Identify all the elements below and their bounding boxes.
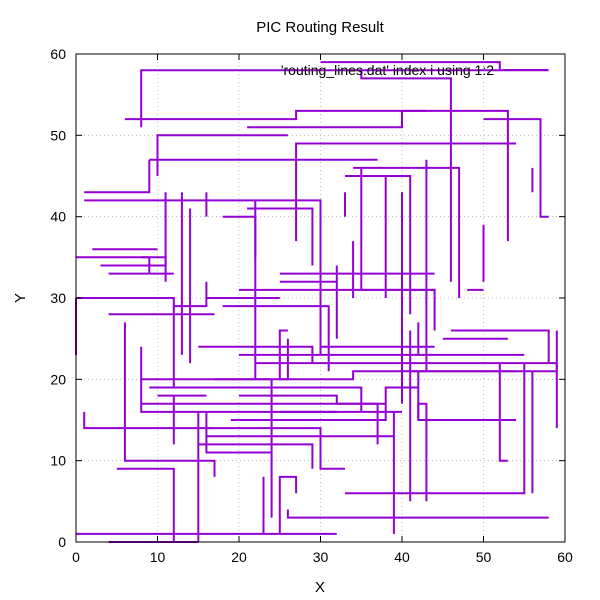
y-axis-label: Y: [12, 293, 29, 303]
routing-line: [206, 427, 345, 470]
x-axis-label: X: [315, 579, 325, 596]
x-tick-label: 40: [394, 549, 410, 565]
routing-line: [156, 134, 288, 176]
routing-line: [84, 199, 322, 355]
legend: 'routing_lines.dat' index i using 1:2: [281, 62, 547, 78]
routing-line: [205, 411, 272, 454]
routing-line: [247, 207, 314, 266]
routing-line: [450, 329, 550, 364]
routing-line: [247, 109, 427, 129]
routing-line: [417, 371, 517, 421]
y-tick-label: 50: [50, 127, 66, 143]
routing-line: [198, 443, 314, 469]
y-tick-label: 0: [58, 534, 66, 550]
x-tick-label: 20: [231, 549, 247, 565]
ticks: 0 10 20 30 40 50 60 0 10 20 30 40 50 60: [50, 46, 573, 565]
routing-line: [141, 402, 379, 445]
y-tick-label: 10: [50, 453, 66, 469]
x-tick-label: 0: [72, 549, 80, 565]
y-tick-label: 30: [50, 290, 66, 306]
routing-line: [417, 402, 428, 502]
y-tick-label: 40: [50, 209, 66, 225]
routing-line: [320, 61, 501, 71]
routing-line: [345, 363, 526, 495]
routing-line: [524, 330, 558, 373]
y-tick-label: 20: [50, 371, 66, 387]
routing-line: [141, 378, 273, 404]
routing-line: [360, 70, 452, 282]
routing-line: [392, 410, 402, 534]
routing-line: [360, 167, 436, 331]
routing-line: [483, 118, 549, 218]
chart-title: PIC Routing Result: [256, 19, 384, 36]
routing-line: [190, 281, 208, 308]
x-tick-label: 60: [557, 549, 573, 565]
x-tick-label: 30: [313, 549, 329, 565]
y-tick-label: 60: [50, 46, 66, 62]
routing-line: [123, 322, 216, 477]
routing-line: [198, 345, 314, 364]
routing-line: [76, 297, 191, 308]
routing-line: [222, 305, 330, 372]
x-tick-label: 50: [476, 549, 492, 565]
legend-label: 'routing_lines.dat' index i using 1:2: [281, 62, 494, 78]
routing-line: [116, 467, 175, 542]
routing-line: [286, 509, 549, 519]
routing-line: [345, 175, 412, 315]
routing-line: [278, 475, 298, 534]
x-tick-label: 10: [150, 549, 166, 565]
routing-line: [83, 411, 215, 430]
routing-line: [140, 69, 549, 128]
routing-line: [353, 166, 461, 298]
routing-line: [76, 256, 167, 266]
routing-line: [498, 363, 508, 462]
routing-line: [239, 394, 386, 405]
routing-line: [84, 159, 151, 194]
series-lines: [75, 61, 558, 543]
routing-line: [214, 370, 525, 381]
routing-line: [124, 109, 509, 242]
routing-line: [149, 386, 363, 412]
